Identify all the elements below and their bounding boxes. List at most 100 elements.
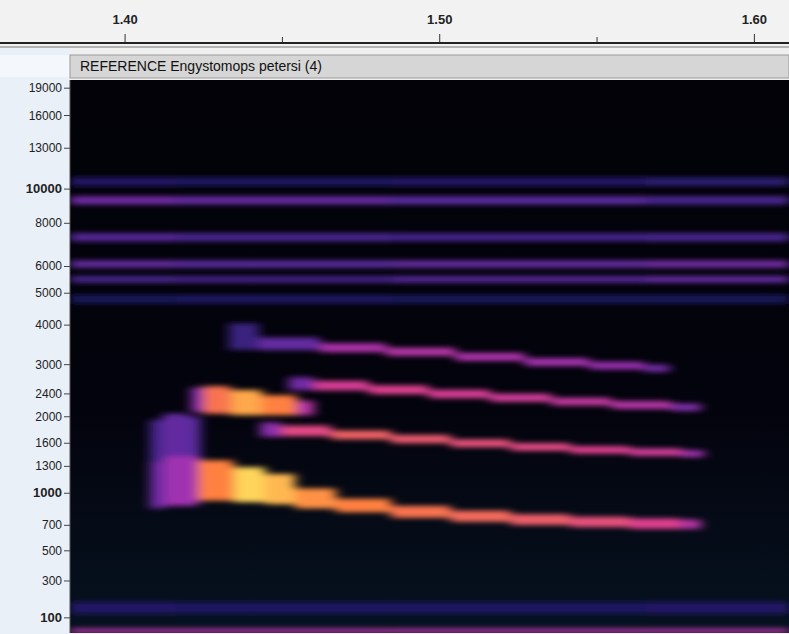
spectral-energy <box>150 462 165 508</box>
spectral-energy <box>589 362 644 370</box>
spectral-energy <box>646 260 789 267</box>
spectral-energy <box>176 260 392 267</box>
spectral-energy <box>393 177 646 186</box>
y-tick-label: 19000 <box>29 81 63 95</box>
spectral-energy <box>176 196 392 204</box>
spectral-energy <box>429 390 490 399</box>
spectral-energy <box>176 602 392 614</box>
x-tick <box>439 34 440 42</box>
y-tick-label: 100 <box>40 610 62 625</box>
spectral-energy <box>176 295 392 304</box>
spectral-energy <box>630 518 680 529</box>
spectral-energy <box>511 514 571 525</box>
spectral-energy <box>393 295 646 304</box>
spectral-energy <box>331 430 391 439</box>
y-tick <box>64 393 70 394</box>
spectral-energy <box>490 394 551 402</box>
spectral-energy <box>451 439 511 447</box>
spectral-energy <box>455 353 524 361</box>
spectral-energy <box>198 460 233 500</box>
spectral-energy <box>511 443 571 451</box>
y-tick <box>64 223 70 224</box>
y-tick <box>64 148 70 149</box>
spectral-energy <box>525 358 590 366</box>
background <box>0 0 789 634</box>
spectral-energy <box>165 456 198 506</box>
y-tick-label: 1600 <box>35 436 62 450</box>
spectral-energy <box>176 629 392 633</box>
spectral-energy <box>265 474 295 504</box>
y-tick <box>64 293 70 294</box>
y-tick <box>64 525 70 526</box>
spectral-energy <box>70 276 176 283</box>
spectral-energy <box>570 517 630 527</box>
spectral-energy <box>393 233 646 241</box>
spectral-energy <box>393 602 646 614</box>
x-tick-label: 1.60 <box>742 12 767 27</box>
spectral-energy <box>260 422 280 437</box>
y-tick <box>64 325 70 326</box>
plot-area <box>70 80 789 633</box>
spectral-energy <box>70 260 176 267</box>
spectral-energy <box>644 365 669 372</box>
y-tick <box>64 550 70 551</box>
spectral-energy <box>369 385 429 394</box>
y-tick-label: 1300 <box>35 459 62 473</box>
spectral-energy <box>191 387 204 412</box>
spectral-energy <box>393 276 646 283</box>
y-tick-label: 13000 <box>29 141 63 155</box>
spectral-energy <box>682 450 704 457</box>
spectral-energy <box>646 629 789 633</box>
spectral-energy <box>70 177 176 186</box>
spectral-energy <box>630 448 682 456</box>
spectral-energy <box>176 177 392 186</box>
y-axis-line <box>70 80 71 633</box>
y-tick <box>64 443 70 444</box>
chart: REFERENCE Engystomops petersi (4) 100 300 5… <box>0 0 789 634</box>
y-tick <box>64 466 70 467</box>
y-tick-label: 6000 <box>35 259 62 273</box>
x-tick-label: 1.50 <box>427 12 452 27</box>
spectral-energy <box>391 435 451 443</box>
x-tick-label: 1.40 <box>112 12 137 27</box>
spectral-energy <box>646 177 789 186</box>
x-tick <box>754 34 755 42</box>
y-tick-label: 3000 <box>35 358 62 372</box>
spectral-energy <box>262 395 297 415</box>
x-minor-tick <box>282 37 283 42</box>
spectral-energy <box>386 348 455 356</box>
plot-clip-group <box>70 177 789 633</box>
spectral-energy <box>336 499 391 513</box>
y-tick-label: 10000 <box>26 181 62 196</box>
y-tick-label: 500 <box>42 544 62 558</box>
y-tick-label: 8000 <box>35 216 62 230</box>
frequency-axis-panel <box>0 48 70 634</box>
spectral-energy <box>393 260 646 267</box>
spectrogram <box>70 177 789 633</box>
spectral-energy <box>70 602 176 614</box>
spectral-energy <box>451 511 511 522</box>
y-tick-label: 2400 <box>35 387 62 401</box>
separator-line <box>0 42 789 44</box>
y-tick-label: 5000 <box>35 286 62 300</box>
spectral-energy <box>646 276 789 283</box>
y-tick-label: 300 <box>42 574 62 588</box>
spectral-energy <box>680 520 700 529</box>
separator-line <box>0 47 789 48</box>
spectral-energy <box>297 401 314 416</box>
time-axis-panel <box>0 0 789 42</box>
y-tick <box>64 416 70 417</box>
title-bar <box>70 55 789 78</box>
spectral-energy <box>176 233 392 241</box>
y-tick-label: 700 <box>42 518 62 532</box>
spectral-energy <box>204 386 231 414</box>
spectral-energy <box>70 629 176 633</box>
title: REFERENCE Engystomops petersi (4) <box>80 58 322 74</box>
y-tick <box>64 189 70 190</box>
spectral-energy <box>314 381 369 391</box>
x-minor-tick <box>597 37 598 42</box>
spectral-energy <box>391 506 451 518</box>
spectral-energy <box>551 398 611 406</box>
y-tick-label: 16000 <box>29 109 63 123</box>
spectral-energy <box>393 629 646 633</box>
